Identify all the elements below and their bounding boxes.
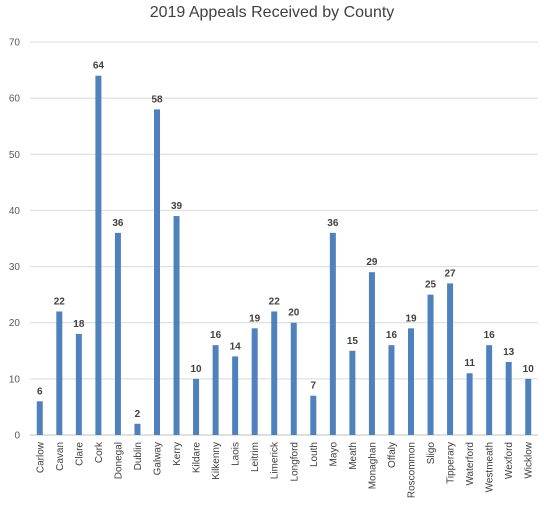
data-label-kerry: 39 bbox=[171, 201, 183, 212]
data-label-leitrim: 19 bbox=[249, 313, 261, 324]
bar-kilkenny bbox=[212, 345, 219, 435]
bar-laois bbox=[232, 356, 239, 435]
y-tick-label: 40 bbox=[9, 206, 21, 217]
bar-cork bbox=[95, 75, 102, 435]
bar-monaghan bbox=[368, 272, 375, 435]
bar-dublin bbox=[134, 423, 141, 435]
x-tick-label-wicklow: Wicklow bbox=[524, 441, 535, 478]
data-label-dublin: 2 bbox=[135, 409, 141, 420]
x-tick-label-monaghan: Monaghan bbox=[367, 442, 378, 489]
bar-longford bbox=[290, 322, 297, 435]
bar-sligo bbox=[427, 294, 434, 435]
data-label-wicklow: 10 bbox=[523, 364, 535, 375]
x-tick-label-donegal: Donegal bbox=[113, 442, 124, 479]
bar-wexford bbox=[505, 362, 512, 435]
x-tick-label-waterford: Waterford bbox=[465, 442, 476, 486]
bar-kerry bbox=[173, 216, 180, 435]
x-tick-label-louth: Louth bbox=[309, 442, 320, 467]
data-label-galway: 58 bbox=[151, 94, 163, 105]
y-tick-label: 20 bbox=[9, 318, 21, 329]
x-tick-label-kilkenny: Kilkenny bbox=[211, 442, 222, 480]
data-label-kildare: 10 bbox=[191, 364, 203, 375]
bar-cavan bbox=[56, 311, 63, 435]
data-label-cork: 64 bbox=[93, 61, 105, 72]
x-tick-label-wexford: Wexford bbox=[504, 442, 515, 479]
bar-kildare bbox=[193, 378, 200, 435]
bar-wicklow bbox=[525, 378, 532, 435]
data-label-kilkenny: 16 bbox=[210, 330, 222, 341]
data-label-cavan: 22 bbox=[54, 296, 66, 307]
bar-limerick bbox=[271, 311, 278, 435]
x-tick-label-clare: Clare bbox=[74, 442, 85, 466]
data-label-meath: 15 bbox=[347, 336, 359, 347]
x-tick-label-cavan: Cavan bbox=[55, 442, 66, 471]
bar-donegal bbox=[114, 232, 121, 435]
data-label-louth: 7 bbox=[311, 381, 317, 392]
bar-louth bbox=[310, 395, 317, 435]
x-tick-label-mayo: Mayo bbox=[328, 442, 339, 467]
data-label-mayo: 36 bbox=[327, 218, 339, 229]
x-tick-label-kerry: Kerry bbox=[172, 442, 183, 466]
bar-clare bbox=[75, 333, 82, 435]
x-tick-label-tipperary: Tipperary bbox=[446, 442, 457, 484]
x-tick-label-longford: Longford bbox=[289, 442, 300, 481]
chart-title: 2019 Appeals Received by County bbox=[149, 4, 395, 21]
y-tick-label: 10 bbox=[9, 374, 21, 385]
x-tick-label-laois: Laois bbox=[231, 442, 242, 466]
bar-roscommon bbox=[408, 328, 414, 435]
bar-galway bbox=[154, 109, 160, 435]
data-label-limerick: 22 bbox=[269, 296, 281, 307]
data-label-monaghan: 29 bbox=[366, 257, 378, 268]
x-tick-label-leitrim: Leitrim bbox=[250, 442, 261, 472]
y-tick-label: 30 bbox=[9, 262, 21, 273]
y-tick-label: 60 bbox=[9, 94, 21, 105]
x-tick-label-roscommon: Roscommon bbox=[407, 442, 418, 498]
bar-leitrim bbox=[251, 328, 258, 435]
x-tick-label-meath: Meath bbox=[348, 442, 359, 470]
bar-waterford bbox=[466, 373, 473, 435]
bar-tipperary bbox=[447, 283, 454, 435]
data-label-donegal: 36 bbox=[112, 218, 124, 229]
data-label-clare: 18 bbox=[73, 319, 85, 330]
bar-mayo bbox=[329, 232, 336, 435]
y-tick-label: 70 bbox=[9, 38, 21, 49]
x-tick-label-dublin: Dublin bbox=[133, 442, 144, 470]
y-tick-label: 0 bbox=[14, 431, 20, 442]
x-tick-label-galway: Galway bbox=[153, 442, 164, 475]
data-label-wexford: 13 bbox=[503, 347, 515, 358]
bar-westmeath bbox=[486, 345, 493, 435]
data-label-laois: 14 bbox=[230, 341, 242, 352]
data-label-waterford: 11 bbox=[464, 358, 475, 369]
data-label-sligo: 25 bbox=[425, 280, 437, 291]
data-label-westmeath: 16 bbox=[484, 330, 496, 341]
data-label-carlow: 6 bbox=[37, 386, 43, 397]
bar-carlow bbox=[36, 401, 43, 435]
bar-offaly bbox=[388, 345, 395, 435]
data-label-roscommon: 19 bbox=[405, 313, 417, 324]
x-tick-label-sligo: Sligo bbox=[426, 442, 437, 465]
x-tick-label-kildare: Kildare bbox=[192, 442, 203, 474]
y-tick-label: 50 bbox=[9, 150, 21, 161]
x-tick-label-carlow: Carlow bbox=[35, 441, 46, 473]
x-tick-label-westmeath: Westmeath bbox=[485, 442, 496, 492]
data-label-offaly: 16 bbox=[386, 330, 398, 341]
x-tick-label-offaly: Offaly bbox=[387, 442, 398, 468]
data-label-tipperary: 27 bbox=[445, 268, 457, 279]
bar-meath bbox=[349, 350, 356, 435]
data-label-longford: 20 bbox=[288, 308, 300, 319]
x-tick-label-limerick: Limerick bbox=[270, 441, 281, 479]
x-tick-label-cork: Cork bbox=[94, 441, 105, 463]
